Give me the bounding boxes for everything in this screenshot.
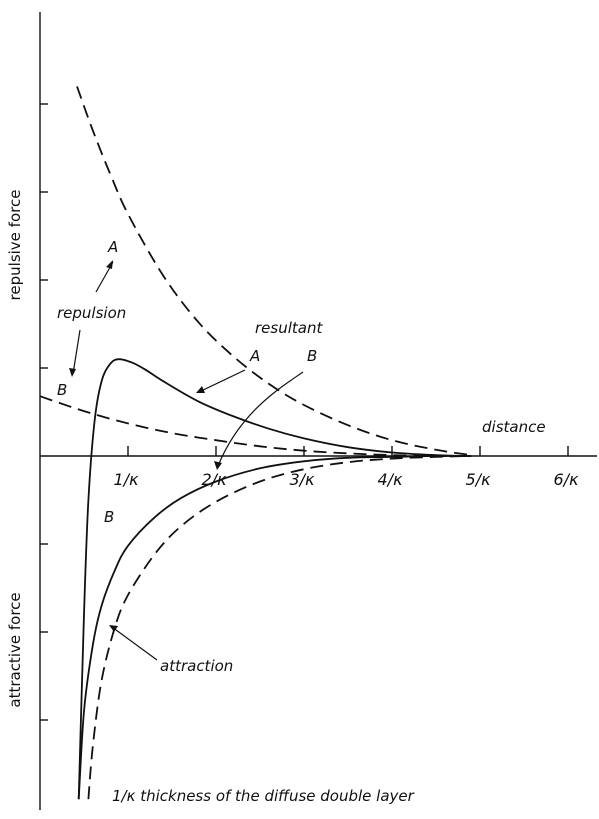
x-tick-label: 6/κ [554, 470, 580, 489]
arrow-repulsion-a-head [106, 260, 113, 269]
arrow-resultant-a [198, 369, 246, 393]
curve-repulsion-A [76, 86, 472, 456]
arrow-attraction [111, 626, 158, 661]
x-tick-label: 5/κ [466, 470, 492, 489]
axes: 1/κ 2/κ 3/κ 4/κ 5/κ 6/κ [39, 12, 597, 810]
curve-resultant-A [77, 358, 472, 800]
footnote: 1/κ thickness of the diffuse double laye… [112, 787, 415, 805]
resultant-b-label: B [307, 347, 317, 365]
pointer-arrows [69, 260, 304, 661]
attraction-b-label: B [104, 508, 114, 526]
y-axis-label-attractive: attractive force [6, 592, 24, 707]
repulsion-a-label: A [107, 238, 118, 256]
arrow-resultant-b [217, 371, 304, 467]
y-axis-label-repulsive: repulsive force [6, 190, 24, 301]
resultant-label: resultant [255, 319, 323, 337]
repulsion-b-label: B [57, 381, 67, 399]
arrow-repulsion-b-head [69, 368, 76, 377]
x-tick-label: 4/κ [378, 470, 404, 489]
repulsion-label: repulsion [57, 304, 126, 322]
curve-resultant-B [77, 455, 472, 800]
curve-attraction [87, 455, 472, 800]
arrow-repulsion-b [72, 329, 81, 375]
arrow-resultant-b-head [214, 461, 222, 470]
arrow-resultant-a-head [196, 386, 205, 393]
y-ticks [40, 103, 48, 721]
x-tick-label: 1/κ [114, 470, 140, 489]
distance-label: distance [482, 418, 546, 436]
x-tick-label: 3/κ [290, 470, 316, 489]
resultant-a-label: A [249, 347, 260, 365]
arrow-attraction-head [109, 625, 118, 632]
attraction-label: attraction [160, 657, 233, 675]
curve-repulsion-B [39, 395, 472, 457]
curves [39, 86, 472, 800]
